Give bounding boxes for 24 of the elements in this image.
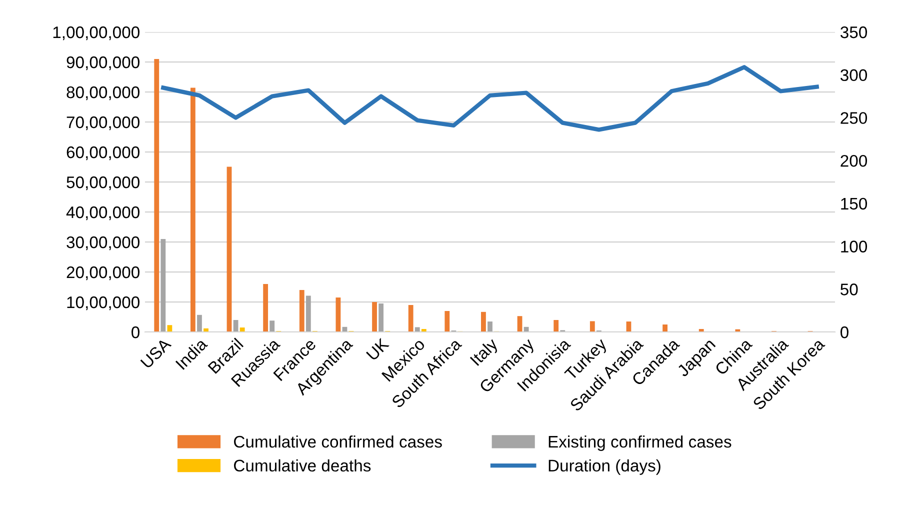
y-tick-label: 80,00,000 xyxy=(66,86,140,100)
y-tick-label: 30,00,000 xyxy=(66,236,140,250)
legend-label: Cumulative confirmed cases xyxy=(234,435,442,448)
x-tick-label: USA xyxy=(140,337,172,369)
y2-tick-label: 300 xyxy=(840,69,868,82)
y-tick-label: 0 xyxy=(132,326,140,338)
y-tick-label: 60,00,000 xyxy=(66,146,140,160)
y-tick-label: 40,00,000 xyxy=(66,206,140,220)
y-tick-label: 20,00,000 xyxy=(66,266,140,280)
y-tick-label: 10,00,000 xyxy=(67,296,140,310)
y-tick-label: 70,00,000 xyxy=(66,116,140,130)
y-tick-label: 1,00,00,000 xyxy=(53,26,140,40)
y2-tick-label: 50 xyxy=(840,284,858,296)
y2-tick-label: 0 xyxy=(840,326,848,338)
y2-tick-label: 250 xyxy=(840,112,868,124)
legend-label: Cumulative deaths xyxy=(234,459,371,472)
legend-label: Duration (days) xyxy=(548,459,660,475)
y-tick-label: 90,00,000 xyxy=(66,56,140,70)
y2-tick-label: 150 xyxy=(841,198,868,210)
y-tick-label: 50,00,000 xyxy=(66,176,140,190)
y2-tick-label: 200 xyxy=(840,154,868,167)
y2-tick-label: 100 xyxy=(841,240,868,252)
y2-tick-label: 350 xyxy=(840,26,868,38)
legend-label: Existing confirmed cases xyxy=(548,435,732,451)
